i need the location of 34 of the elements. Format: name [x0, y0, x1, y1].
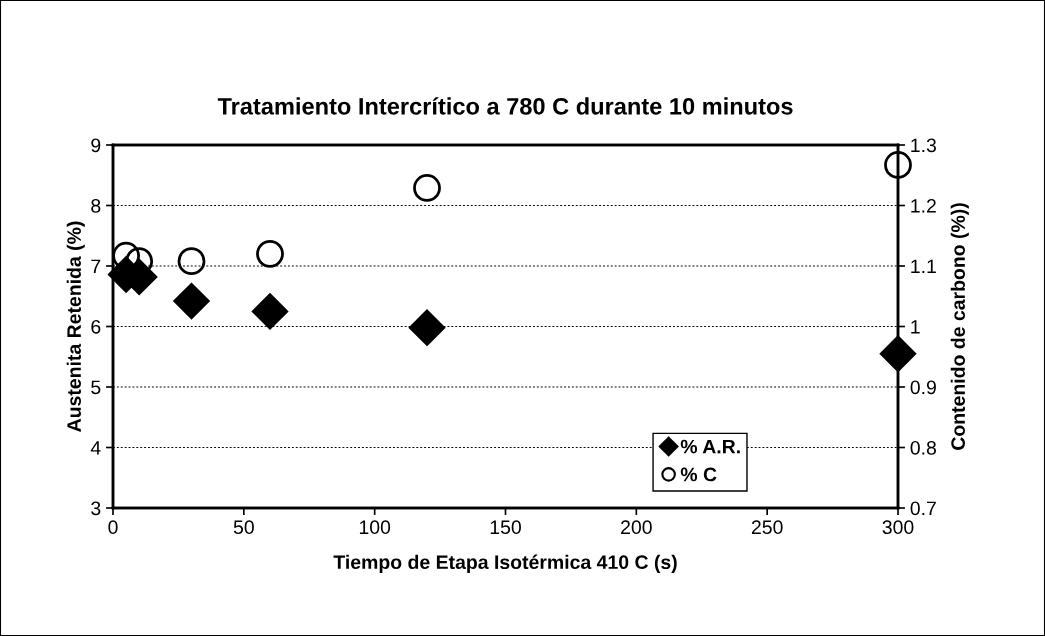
y-tick-label: 9	[91, 138, 101, 153]
x-tick-label: 100	[359, 520, 391, 535]
point	[251, 293, 289, 330]
y-tick-label: 4	[90, 441, 101, 455]
point	[173, 283, 210, 320]
y-tick-label: 3	[91, 501, 101, 516]
legend-label: % A.R.	[680, 439, 740, 454]
y2-axis-title: Contenido de carbono (%))	[950, 203, 969, 450]
point	[177, 247, 206, 276]
x-tick-label: 200	[621, 520, 652, 535]
y2-tick-label: 0.8	[910, 440, 936, 455]
y-tick-label: 7	[91, 259, 101, 274]
y2-tick-label: 1	[911, 320, 920, 334]
x-tick-label: 50	[233, 520, 254, 535]
legend-label: % C	[680, 467, 717, 482]
x-axis-title: Tiempo de Etapa Isotérmica 410 C (s)	[333, 554, 677, 573]
x-tick-label: 300	[882, 520, 914, 535]
y2-tick-label: 1.3	[911, 138, 936, 153]
x-tick-label: 0	[108, 520, 118, 535]
y2-tick-label: 0.7	[910, 501, 936, 516]
y2-tick-label: 0.9	[910, 380, 936, 395]
chart-title: Tratamiento Intercrítico a 780 C durante 10 minutos	[217, 97, 793, 115]
y-tick-label: 6	[91, 319, 101, 334]
point	[408, 309, 446, 346]
x-tick-label: 150	[490, 520, 521, 535]
point	[413, 174, 441, 202]
y-tick-label: 8	[91, 198, 101, 213]
point	[884, 151, 912, 179]
y-axis-title: Austenita Retenida (%)	[66, 221, 85, 432]
y-tick-label: 5	[91, 380, 101, 395]
point	[256, 240, 284, 268]
y2-tick-label: 1.1	[911, 259, 936, 274]
x-tick-label: 250	[751, 520, 783, 535]
y2-tick-label: 1.2	[911, 198, 936, 213]
